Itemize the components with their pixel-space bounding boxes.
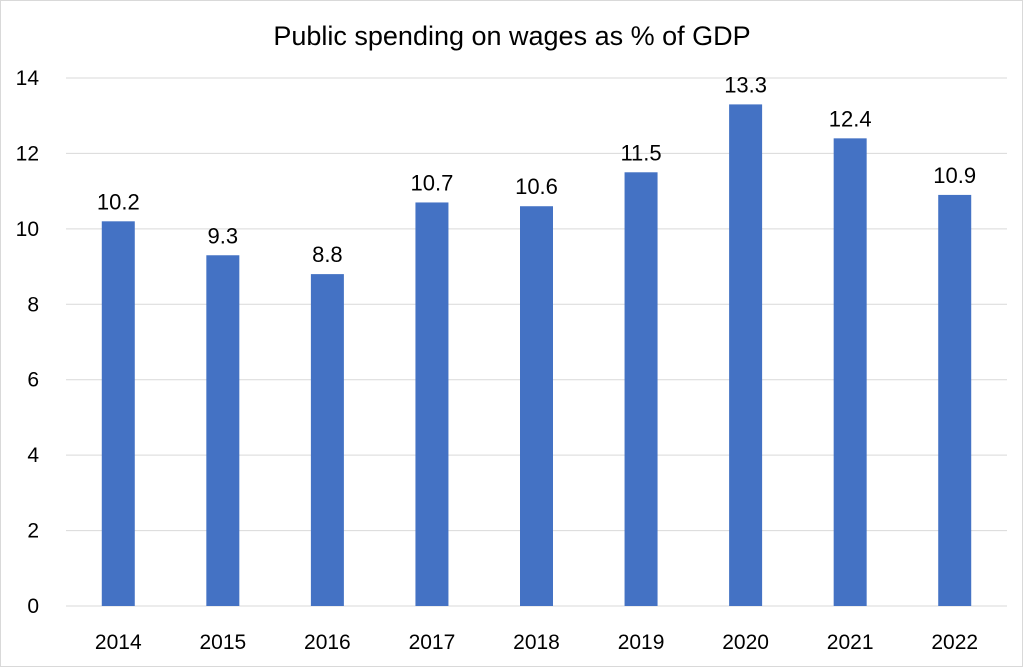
data-label-2022: 10.9: [933, 163, 976, 188]
y-tick-label: 2: [27, 520, 39, 543]
y-axis-ticks: 0 2 4 6 8 10 12 14: [16, 67, 40, 618]
y-tick-label: 14: [16, 67, 40, 90]
bar-2019: [624, 172, 658, 607]
y-tick-label: 0: [27, 595, 39, 618]
x-tick-label-2014: 2014: [95, 631, 142, 654]
data-label-2021: 12.4: [829, 106, 872, 131]
y-tick-label: 8: [27, 293, 39, 316]
bar-2017: [415, 202, 449, 606]
bar-2020: [729, 104, 763, 607]
bar-2015: [206, 255, 240, 606]
x-tick-label-2016: 2016: [304, 631, 351, 654]
x-tick-label-2018: 2018: [513, 631, 560, 654]
data-label-2019: 11.5: [620, 140, 661, 165]
data-label-2020: 13.3: [724, 72, 767, 97]
y-tick-label: 10: [16, 218, 39, 241]
bar-2021: [833, 138, 867, 607]
data-label-2014: 10.2: [97, 189, 140, 214]
y-tick-label: 4: [27, 444, 39, 467]
y-tick-label: 12: [16, 142, 39, 165]
x-tick-label-2019: 2019: [618, 631, 665, 654]
bar-2018: [520, 206, 553, 606]
bar-2016: [310, 274, 344, 606]
data-label-2017: 10.7: [411, 170, 454, 195]
data-labels: 10.2 9.3 8.8 10.7 10.6 11.5 13.3 12.4 10.9: [97, 72, 976, 267]
x-tick-label-2021: 2021: [827, 631, 874, 654]
x-axis-ticks: 2014 2015 2016 2017 2018 2019 2020 2021 2022: [95, 631, 978, 654]
data-label-2016: 8.8: [312, 242, 343, 267]
x-tick-label-2020: 2020: [722, 631, 769, 654]
x-tick-label-2022: 2022: [931, 631, 978, 654]
bar-2022: [938, 194, 972, 606]
x-tick-label-2015: 2015: [199, 631, 246, 654]
data-label-2018: 10.6: [515, 174, 558, 199]
data-label-2015: 9.3: [208, 223, 239, 248]
bars: [101, 104, 972, 607]
x-tick-label-2017: 2017: [409, 631, 456, 654]
chart-title: Public spending on wages as % of GDP: [273, 21, 750, 51]
y-tick-label: 6: [27, 369, 39, 392]
bar-2014: [101, 221, 135, 607]
